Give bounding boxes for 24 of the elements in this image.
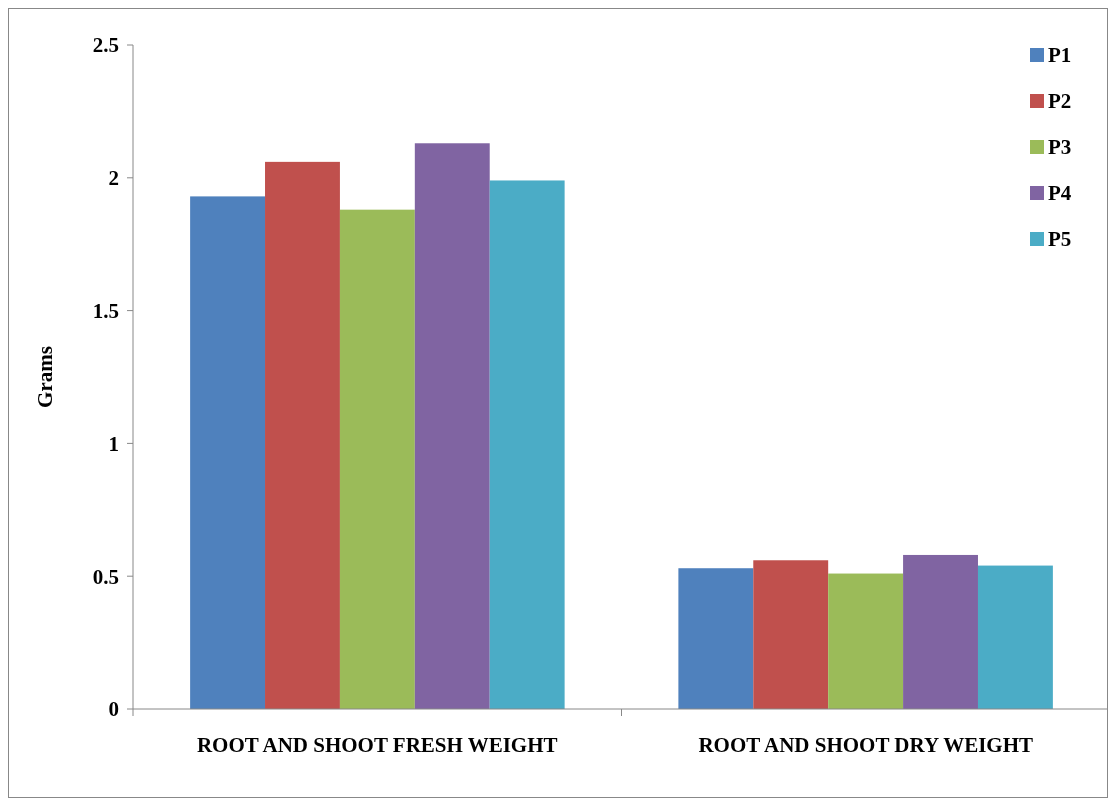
bar [489, 180, 565, 709]
legend-label: P2 [1048, 89, 1072, 113]
bar [753, 560, 829, 709]
y-tick-label: 0.5 [92, 564, 119, 589]
bar [190, 196, 266, 709]
bar [414, 143, 490, 709]
legend-label: P4 [1048, 181, 1072, 205]
legend-label: P5 [1048, 227, 1072, 251]
y-tick-label: 2.5 [92, 33, 119, 58]
x-tick-label: ROOT AND SHOOT DRY WEIGHT [698, 733, 1034, 757]
bar [828, 573, 904, 709]
legend-label: P1 [1048, 43, 1072, 67]
bar [903, 554, 978, 709]
bar [265, 161, 340, 709]
y-tick-label: 2 [108, 166, 119, 191]
y-tick-label: 1.5 [92, 298, 119, 323]
legend-label: P3 [1048, 135, 1072, 159]
y-tick-label: 0 [108, 697, 119, 722]
x-tick-label: ROOT AND SHOOT FRESH WEIGHT [196, 733, 558, 757]
bar [678, 568, 754, 709]
y-tick-label: 1 [108, 431, 119, 456]
y-axis-title: Grams [33, 346, 57, 408]
bar [339, 209, 415, 709]
bar [977, 565, 1053, 709]
